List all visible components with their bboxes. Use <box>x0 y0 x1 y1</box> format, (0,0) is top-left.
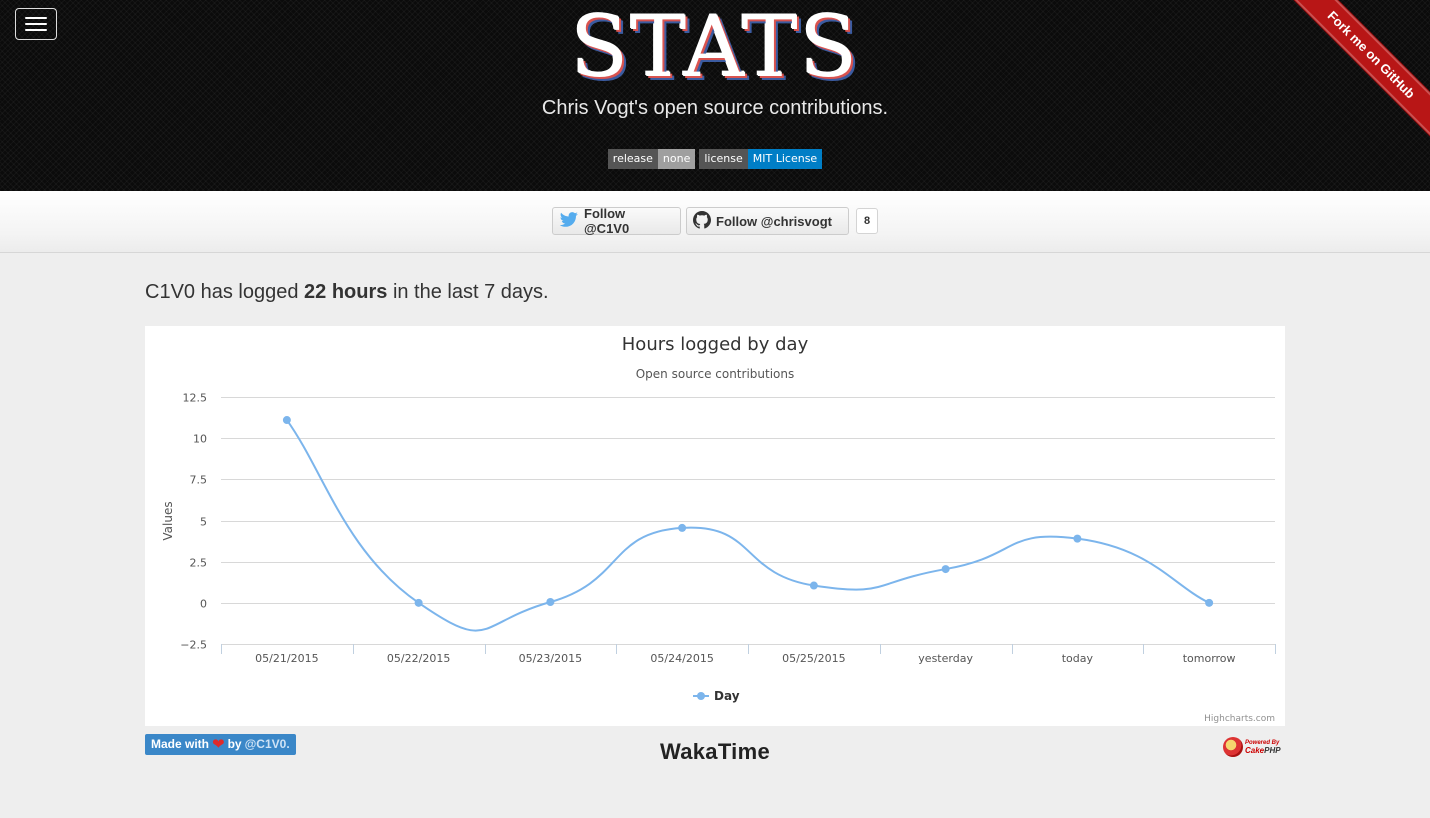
y-tick-label: 5 <box>200 516 207 529</box>
y-tick-label: 7.5 <box>190 474 208 487</box>
page-subtitle: Chris Vogt's open source contributions. <box>541 97 889 119</box>
twitter-follow-label: Follow @C1V0 <box>584 206 630 236</box>
series-line <box>286 419 1210 632</box>
hamburger-bar <box>25 29 47 31</box>
x-tick-label: 05/21/2015 <box>255 652 318 665</box>
fork-on-github-link[interactable]: Fork me on GitHub <box>1286 0 1430 140</box>
chart-credits[interactable]: Highcharts.com <box>1204 714 1275 724</box>
cakephp-brand: CakePHP <box>1245 746 1281 755</box>
x-tick-label: 05/22/2015 <box>387 652 450 665</box>
page-header: STATS Chris Vogt's open source contribut… <box>0 0 1430 191</box>
legend-marker <box>697 692 705 700</box>
x-tick-label: 05/23/2015 <box>519 652 582 665</box>
cakephp-text: Powered By CakePHP <box>1245 740 1281 755</box>
made-with-label: Made with <box>151 737 210 751</box>
data-point[interactable] <box>546 598 555 607</box>
badge-value: none <box>657 149 696 169</box>
y-tick-label: 12.5 <box>183 392 208 405</box>
summary-hours: 22 hours <box>304 281 388 303</box>
page-title: STATS <box>570 0 860 96</box>
chart-svg: Hours logged by day Open source contribu… <box>161 334 1276 724</box>
summary-prefix: C1V0 has logged <box>145 281 299 303</box>
github-icon <box>693 210 711 232</box>
data-point[interactable] <box>414 598 423 607</box>
release-badge[interactable]: release none <box>607 149 696 169</box>
chart-subtitle: Open source contributions <box>636 367 795 381</box>
x-tick-label: 05/24/2015 <box>650 652 713 665</box>
y-tick-label: 0 <box>200 598 207 611</box>
data-point[interactable] <box>1205 598 1214 607</box>
powered-by-cakephp[interactable]: Powered By CakePHP <box>1223 735 1285 759</box>
hours-chart: Hours logged by day Open source contribu… <box>145 326 1285 726</box>
chart-title: Hours logged by day <box>622 334 809 355</box>
legend[interactable]: Day <box>693 689 740 703</box>
made-with-by: by <box>227 737 242 751</box>
menu-toggle-button[interactable] <box>15 8 57 40</box>
social-bar: Follow @C1V0 Follow @chrisvogt 8 <box>0 191 1430 253</box>
twitter-follow-button[interactable]: Follow @C1V0 <box>552 206 681 236</box>
made-with-badge[interactable]: Made with ❤ by @C1V0. <box>145 734 296 755</box>
y-tick-label: 10 <box>193 433 207 446</box>
cakephp-logo-icon <box>1223 737 1243 757</box>
x-tick-label: tomorrow <box>1183 652 1236 665</box>
badge-group: release none license MIT License <box>0 149 1430 169</box>
data-point[interactable] <box>1073 534 1082 543</box>
y-axis-label: Values <box>161 501 175 540</box>
hamburger-bar <box>25 17 47 19</box>
x-tick-label: 05/25/2015 <box>782 652 845 665</box>
y-tick-label: 2.5 <box>190 557 208 570</box>
y-tick-label: −2.5 <box>180 639 207 652</box>
wakatime-logo[interactable]: WakaTime <box>659 739 770 764</box>
github-follow-button[interactable]: Follow @chrisvogt <box>686 207 849 235</box>
summary-text: C1V0 has logged 22 hours in the last 7 d… <box>145 281 549 304</box>
x-tick-label: today <box>1062 652 1094 665</box>
github-follow-label: Follow @chrisvogt <box>716 213 832 229</box>
legend-label: Day <box>714 689 740 703</box>
badge-key: license <box>699 149 748 169</box>
github-follower-count[interactable]: 8 <box>856 208 878 234</box>
data-point[interactable] <box>678 523 687 532</box>
data-point[interactable] <box>282 416 291 425</box>
data-point[interactable] <box>809 581 818 590</box>
heart-icon: ❤ <box>212 736 225 753</box>
badge-value: MIT License <box>747 149 823 169</box>
fork-ribbon: Fork me on GitHub <box>1280 0 1430 150</box>
grid-layer <box>221 397 1276 654</box>
data-point[interactable] <box>941 565 950 574</box>
powered-by-label: Powered By <box>1245 740 1280 746</box>
label-layer: 12.5 10 7.5 5 2.5 0 −2.5 05/21/2015 05/22/2015 05… <box>180 392 1235 666</box>
series-layer <box>282 416 1214 632</box>
twitter-icon <box>559 211 579 231</box>
badge-key: release <box>607 149 658 169</box>
summary-suffix: in the last 7 days. <box>392 281 549 303</box>
license-badge[interactable]: license MIT License <box>699 149 823 169</box>
made-with-handle: @C1V0. <box>244 737 290 751</box>
x-tick-label: yesterday <box>918 652 973 665</box>
hamburger-bar <box>25 23 47 25</box>
